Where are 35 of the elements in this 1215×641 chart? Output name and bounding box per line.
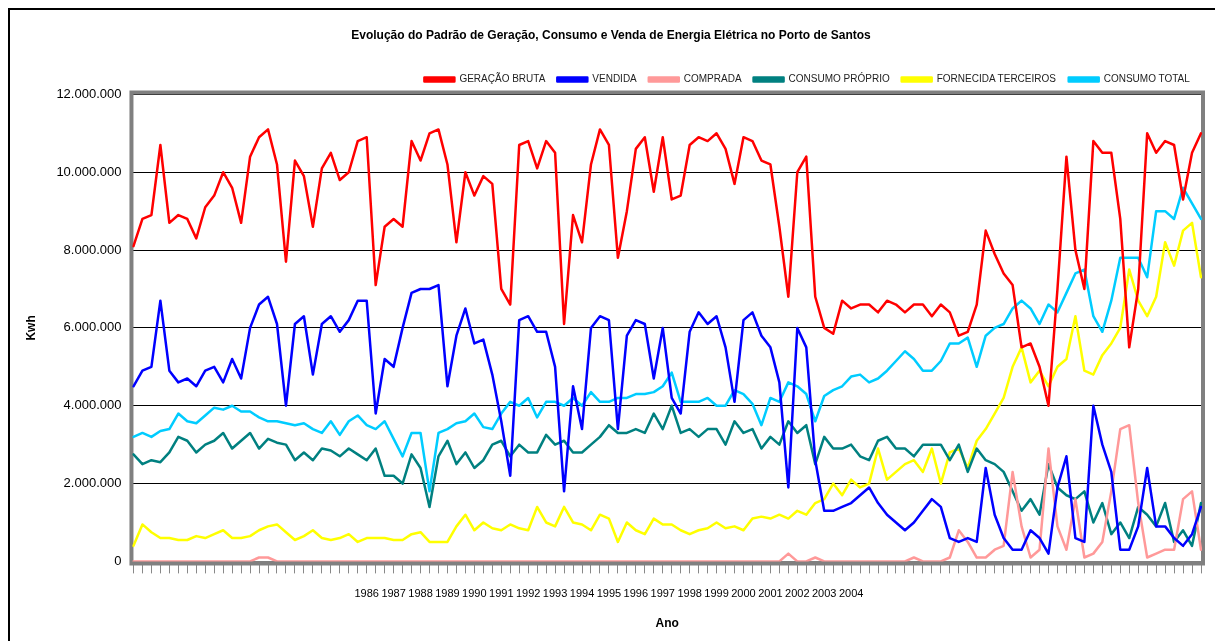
chart-title: Evolução do Padrão de Geração, Consumo e Venda de Energia Elétrica no Porto de Santos [351, 27, 872, 42]
legend-label: CONSUMO TOTAL [1103, 73, 1191, 85]
y-tick-label: 4.000.000 [63, 397, 122, 413]
x-tick-label: 2001 [758, 587, 783, 600]
y-tick-label: 10.000.000 [56, 163, 122, 179]
x-tick-label: 2003 [811, 587, 837, 600]
legend-label: VENDIDA [592, 73, 638, 85]
legend-label: COMPRADA [683, 73, 742, 85]
x-tick-label: 1997 [650, 587, 675, 600]
x-tick-label: 2004 [838, 587, 864, 600]
x-tick-label: 1994 [569, 587, 595, 600]
y-tick-label: 6.000.000 [63, 319, 122, 335]
x-axis-title: Ano [655, 616, 679, 631]
y-tick-label: 12.000.000 [56, 85, 122, 101]
x-tick-label: 2002 [785, 587, 810, 600]
x-tick-label: 2000 [731, 587, 756, 600]
x-tick-label: 1995 [596, 587, 622, 600]
x-tick-label: 1990 [462, 587, 487, 600]
x-tick-label: 1986 [354, 587, 379, 600]
x-tick-label: 1996 [623, 587, 649, 600]
x-tick-label: 1999 [704, 587, 729, 600]
x-tick-label: 1998 [677, 587, 702, 600]
x-tick-label: 1991 [489, 587, 514, 600]
y-tick-label: 8.000.000 [63, 241, 122, 257]
x-tick-label: 1989 [435, 587, 460, 600]
x-tick-label: 1988 [408, 587, 433, 600]
x-tick-label: 1992 [515, 587, 541, 600]
legend-label: FORNECIDA TERCEIROS [936, 73, 1057, 85]
y-axis-title: Kwh [23, 315, 38, 341]
y-tick-label: 0 [114, 552, 122, 568]
x-tick-label: 1993 [542, 587, 568, 600]
y-tick-label: 2.000.000 [63, 475, 122, 491]
legend-label: GERAÇÃO BRUTA [459, 72, 546, 85]
legend-label: CONSUMO PRÓPRIO [788, 72, 890, 85]
x-tick-label: 1987 [381, 587, 406, 600]
